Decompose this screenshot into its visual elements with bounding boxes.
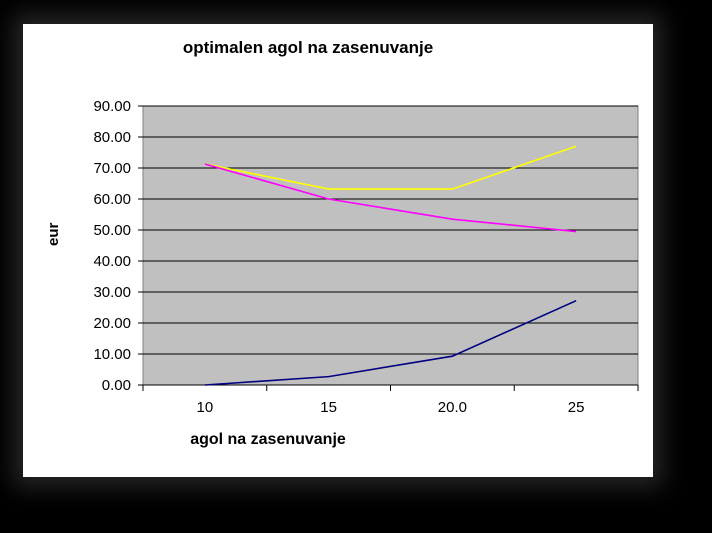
y-tick-label: 90.00 bbox=[93, 98, 131, 115]
plot-area bbox=[142, 105, 639, 386]
x-tick-label: 10 bbox=[197, 399, 214, 416]
chart-plot: 0.00 10.00 20.00 30.00 40.00 50.00 60.00 70.00 8… bbox=[93, 98, 639, 416]
series-line-3 bbox=[204, 299, 577, 386]
y-tick-label: 20.00 bbox=[93, 315, 131, 332]
chart-title: optimalen agol na zasenuvanje bbox=[182, 38, 434, 57]
y-tick-label: 60.00 bbox=[93, 191, 131, 208]
y-tick-label: 50.00 bbox=[93, 222, 131, 239]
y-tick-label: 0.00 bbox=[102, 377, 131, 394]
y-tick-label: 30.00 bbox=[93, 284, 131, 301]
series-line-2 bbox=[204, 163, 577, 233]
x-tick-label: 15 bbox=[320, 399, 337, 416]
series-line-1 bbox=[204, 145, 577, 190]
y-tick-label: 70.00 bbox=[93, 160, 131, 177]
chart-frame: optimalen agol na zasenuvanje 0.00 10.00 2… bbox=[23, 24, 653, 477]
x-tick-label: 25 bbox=[568, 399, 585, 416]
x-axis-label: agol na zasenuvanje bbox=[190, 431, 346, 448]
y-tick-label: 10.00 bbox=[93, 346, 131, 363]
y-tick-label: 80.00 bbox=[93, 129, 131, 146]
x-tick-label: 20.0 bbox=[438, 399, 467, 416]
y-tick-label: 40.00 bbox=[93, 253, 131, 270]
y-axis-label: eur bbox=[45, 222, 62, 246]
